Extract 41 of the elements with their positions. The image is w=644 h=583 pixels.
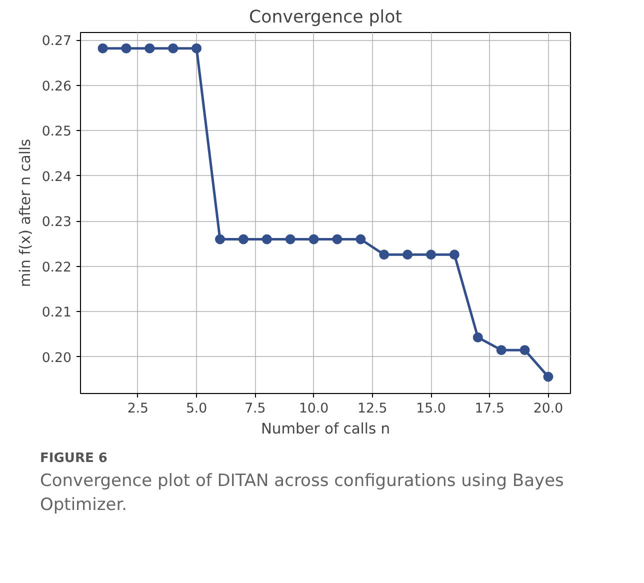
- x-tick-label: 2.5: [127, 402, 149, 416]
- point: [472, 332, 483, 342]
- point: [192, 43, 202, 54]
- point: [543, 372, 554, 382]
- point: [356, 234, 366, 244]
- point: [168, 43, 178, 54]
- x-tick-label: 12.5: [358, 402, 388, 416]
- point: [144, 43, 155, 54]
- x-axis-title: Number of calls n: [260, 420, 390, 438]
- point: [262, 234, 272, 244]
- y-tick-label: 0.25: [42, 124, 72, 140]
- y-tick-label: 0.27: [42, 34, 72, 50]
- chart-title: Convergence plot: [249, 8, 402, 28]
- point: [308, 234, 319, 244]
- y-tick-label: 0.24: [42, 170, 72, 185]
- y-tick-label: 0.26: [42, 79, 72, 94]
- point: [379, 250, 390, 260]
- point: [98, 43, 108, 54]
- x-tick-label: 5.0: [186, 402, 208, 416]
- point: [238, 234, 248, 244]
- point: [426, 250, 436, 260]
- x-tick-label: 20.0: [533, 402, 564, 416]
- x-tick-label: 17.5: [474, 402, 504, 416]
- point: [496, 345, 506, 356]
- y-axis-title: min f(x) after n calls: [16, 138, 34, 288]
- point: [520, 345, 530, 356]
- point: [285, 234, 296, 244]
- text: Convergence plot of DITAN across configurations using Bayes Optimizer.: [40, 470, 565, 517]
- x-tick-label: 10.0: [298, 402, 329, 416]
- point: [215, 234, 225, 244]
- point: [332, 234, 342, 244]
- x-tick-label: 7.5: [244, 402, 266, 416]
- x-tick-label: 15.0: [416, 402, 446, 416]
- caption: FIGURE 6: [40, 450, 108, 468]
- y-tick-label: 0.21: [42, 306, 72, 321]
- y-tick-label: 0.22: [42, 260, 72, 276]
- point: [121, 43, 132, 54]
- point: [449, 250, 460, 260]
- y-tick-label: 0.20: [42, 350, 72, 366]
- point: [402, 250, 413, 260]
- y-tick-label: 0.23: [42, 215, 72, 230]
